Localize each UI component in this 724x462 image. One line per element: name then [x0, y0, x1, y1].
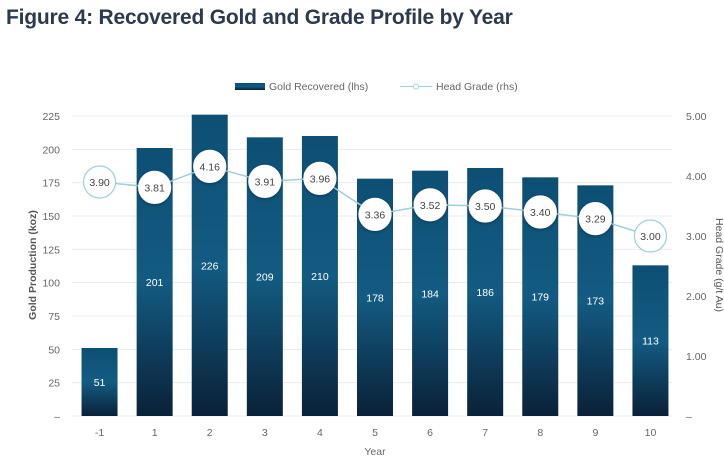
y-axis-label: Gold Production (koz) [27, 210, 39, 320]
x-tick-label: 5 [372, 427, 378, 439]
legend: Gold Recovered (lhs) Head Grade (rhs) [235, 81, 518, 93]
bar-data-label: 201 [146, 277, 164, 289]
legend-marker-head-grade [413, 83, 419, 90]
bar-data-label: 184 [421, 288, 439, 300]
bar-data-label: 51 [94, 377, 106, 389]
x-tick-label: 2 [207, 427, 213, 439]
bar-data-label: 173 [587, 296, 605, 308]
x-tick-label: 6 [427, 427, 433, 439]
x-tick-label: 9 [592, 427, 598, 439]
legend-label-gold-recovered: Gold Recovered (lhs) [269, 81, 368, 93]
bar-data-label: 178 [366, 292, 384, 304]
x-tick-label: 1 [152, 427, 158, 439]
y-tick-label: 75 [48, 311, 60, 323]
x-tick-label: -1 [95, 427, 104, 439]
grade-data-label: 3.50 [475, 201, 496, 213]
bar--1 [81, 348, 118, 416]
y-tick-label: 175 [42, 178, 60, 190]
grade-data-label: 3.40 [530, 207, 551, 219]
bar-data-label: 226 [201, 260, 219, 272]
grade-data-label: 3.29 [585, 214, 606, 226]
x-tick-label: 8 [537, 427, 543, 439]
x-tick-label: 10 [645, 427, 657, 439]
y-tick-label: 100 [42, 278, 60, 290]
grade-marker [193, 149, 227, 183]
y-tick-label: – [54, 411, 60, 423]
grade-data-label: 3.90 [89, 177, 110, 189]
y2-tick-label: 1.00 [686, 351, 707, 363]
bar-data-label: 113 [642, 336, 659, 348]
grade-data-label: 3.96 [310, 173, 331, 185]
y-tick-label: 225 [42, 111, 60, 123]
y2-tick-label: 3.00 [686, 231, 707, 243]
grade-marker [633, 219, 668, 253]
grade-line: 3.90 3.81 4.16 3.91 3.96 3.36 3.52 3.50 3.40 3.29… [82, 149, 668, 253]
grade-marker [138, 170, 172, 204]
y-tick-label: 125 [42, 244, 60, 256]
grade-data-label: 3.81 [144, 182, 165, 194]
x-axis-label: Year [364, 446, 386, 458]
chart-title: Figure 4: Recovered Gold and Grade Profi… [6, 6, 513, 29]
y2-tick-label: – [686, 411, 692, 423]
grade-data-label: 3.36 [365, 209, 386, 221]
y-tick-label: 200 [42, 144, 60, 156]
grade-data-label: 3.00 [640, 231, 661, 243]
x-tick-label: 3 [262, 427, 268, 439]
grade-marker [413, 188, 447, 222]
grade-marker [303, 161, 337, 195]
y2-axis-label: Head Grade (g/t Au) [713, 218, 724, 312]
y2-tick-label: 4.00 [686, 171, 707, 183]
axes: –255075100125150175200225–1.002.003.004.… [42, 111, 706, 439]
y2-tick-label: 2.00 [686, 291, 707, 303]
legend-label-head-grade: Head Grade (rhs) [436, 81, 518, 93]
grade-marker [523, 195, 557, 229]
grade-marker [248, 164, 282, 198]
y-tick-label: 150 [42, 211, 60, 223]
y-tick-label: 25 [48, 378, 60, 390]
grade-data-label: 3.91 [255, 176, 276, 188]
x-tick-label: 4 [317, 427, 323, 439]
grade-marker [578, 202, 612, 236]
grade-marker [468, 189, 502, 223]
legend-swatch-gold-recovered [235, 83, 265, 90]
grade-data-label: 3.52 [420, 200, 441, 212]
grade-data-label: 4.16 [200, 161, 221, 173]
bar-data-label: 209 [256, 272, 274, 284]
bars: 51 201 226 209 210 178 184 186 179 173 113 [81, 114, 669, 417]
y-tick-label: 50 [48, 344, 60, 356]
bar-data-label: 179 [532, 292, 550, 304]
x-tick-label: 7 [482, 427, 488, 439]
grade-marker [358, 197, 392, 231]
bar-10 [632, 265, 669, 416]
bar-data-label: 186 [476, 287, 494, 299]
y2-tick-label: 5.00 [686, 111, 707, 123]
bar-data-label: 210 [311, 271, 329, 283]
grade-marker [82, 165, 117, 199]
